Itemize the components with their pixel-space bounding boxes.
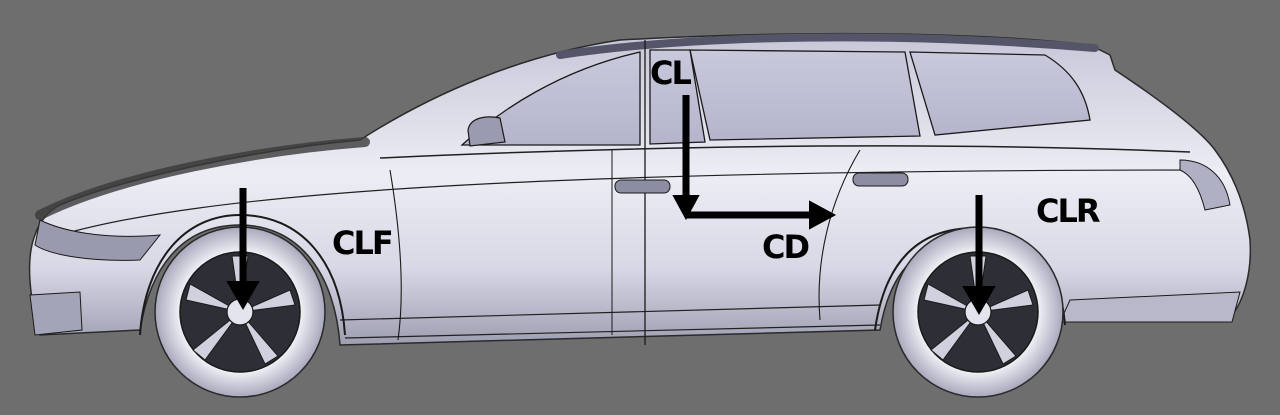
front-wheel bbox=[154, 226, 326, 398]
rear-lift-label: CLR bbox=[1036, 192, 1100, 230]
drag-arrowhead bbox=[809, 200, 837, 230]
rear-lift-arrowhead bbox=[962, 286, 996, 316]
car-windows bbox=[460, 49, 1091, 147]
drag-label: CD bbox=[762, 228, 808, 266]
lift-label: CL bbox=[650, 54, 691, 92]
lift-arrowhead bbox=[672, 195, 700, 221]
front-lift-arrowhead bbox=[226, 281, 260, 311]
front-lift-label: CLF bbox=[332, 224, 392, 262]
force-arrows bbox=[226, 95, 996, 316]
